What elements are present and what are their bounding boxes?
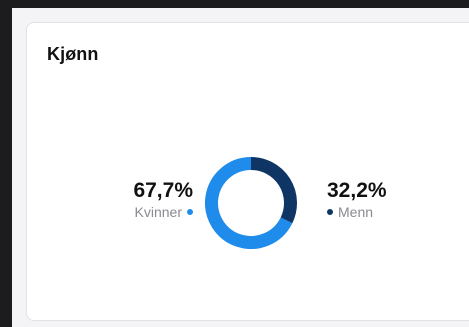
- stat-men-label: Menn: [338, 204, 374, 220]
- stat-men-value: 32,2%: [327, 179, 387, 202]
- stat-women-legend: Kvinner: [133, 203, 193, 221]
- stat-men-legend: Menn: [327, 203, 387, 221]
- gender-card: Kjønn 67,7% Kvinner 32,2% Menn: [26, 22, 469, 321]
- donut-slice-men: [250, 157, 297, 224]
- stat-women-value: 67,7%: [133, 179, 193, 202]
- card-title: Kjønn: [47, 44, 99, 64]
- stat-women-label: Kvinner: [134, 204, 182, 220]
- stat-women: 67,7% Kvinner: [133, 179, 193, 221]
- donut-slice-women: [205, 157, 293, 249]
- page-background: Kjønn 67,7% Kvinner 32,2% Menn: [12, 8, 469, 327]
- legend-dot-women-icon: [187, 209, 193, 215]
- donut-chart: [205, 157, 297, 249]
- legend-dot-men-icon: [327, 209, 333, 215]
- stat-men: 32,2% Menn: [327, 179, 387, 221]
